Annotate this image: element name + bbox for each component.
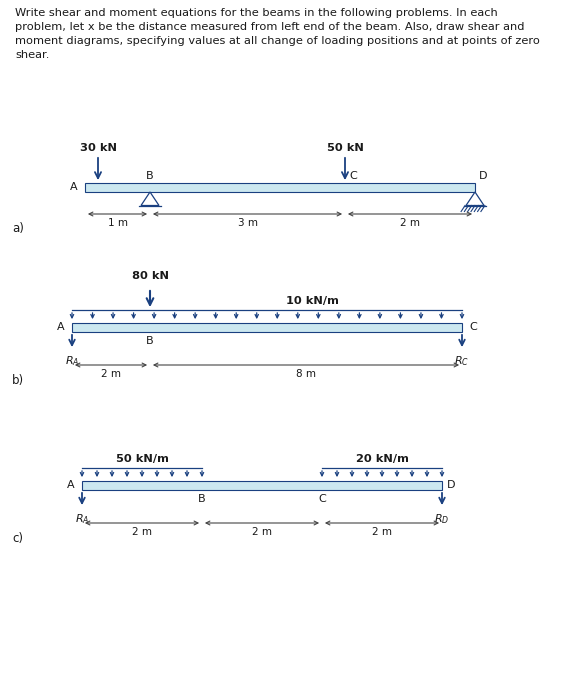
Text: $R_A$: $R_A$ [75, 512, 89, 526]
Bar [72, 323, 462, 332]
Polygon shape [141, 192, 159, 206]
Text: B: B [146, 336, 154, 346]
Text: 2 m: 2 m [132, 527, 152, 537]
Text: a): a) [12, 222, 24, 235]
Text: c): c) [12, 532, 23, 545]
Text: D: D [447, 480, 456, 491]
Text: D: D [479, 171, 487, 181]
Text: C: C [349, 171, 357, 181]
Bar [82, 481, 442, 490]
Text: $R_D$: $R_D$ [435, 512, 450, 526]
Text: 2 m: 2 m [400, 218, 420, 228]
Text: C: C [469, 323, 477, 332]
Text: B: B [146, 171, 154, 181]
Text: 80 kN: 80 kN [132, 271, 169, 281]
Text: 2 m: 2 m [101, 369, 121, 379]
Polygon shape [466, 192, 484, 206]
Text: 2 m: 2 m [372, 527, 392, 537]
Text: 50 kN: 50 kN [326, 143, 363, 153]
Text: 1 m: 1 m [108, 218, 128, 228]
Bar [85, 183, 475, 192]
Text: $R_C$: $R_C$ [455, 354, 470, 368]
Text: C: C [318, 494, 326, 504]
Text: 20 kN/m: 20 kN/m [356, 454, 409, 464]
Text: B: B [198, 494, 206, 504]
Text: A: A [68, 480, 75, 491]
Text: 3 m: 3 m [238, 218, 258, 228]
Text: Write shear and moment equations for the beams in the following problems. In eac: Write shear and moment equations for the… [15, 8, 540, 60]
Text: 2 m: 2 m [252, 527, 272, 537]
Text: 50 kN/m: 50 kN/m [116, 454, 168, 464]
Text: b): b) [12, 374, 24, 387]
Text: A: A [71, 183, 78, 193]
Text: 8 m: 8 m [296, 369, 316, 379]
Text: 30 kN: 30 kN [79, 143, 116, 153]
Text: 10 kN/m: 10 kN/m [286, 296, 339, 306]
Text: $R_A$: $R_A$ [65, 354, 79, 368]
Text: A: A [58, 323, 65, 332]
